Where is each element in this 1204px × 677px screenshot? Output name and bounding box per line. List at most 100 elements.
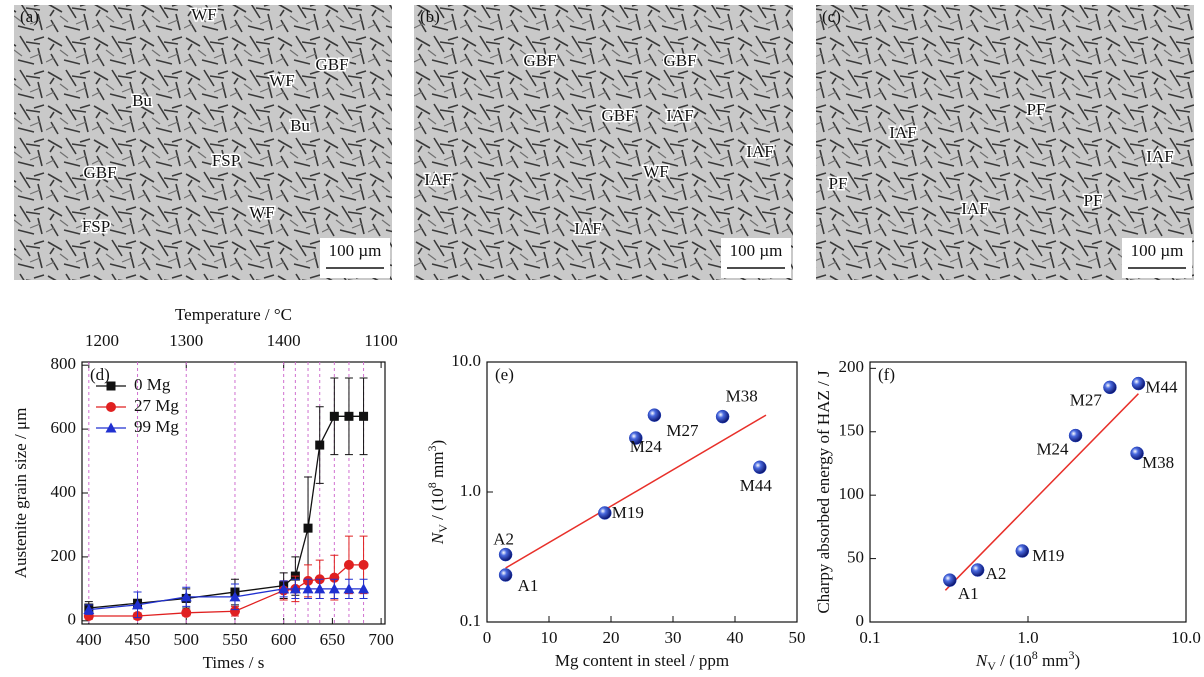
legend-label: 0 Mg xyxy=(134,375,171,394)
data-point xyxy=(629,431,643,445)
legend-marker xyxy=(105,422,117,433)
point-label: M19 xyxy=(1032,546,1064,565)
label-part: ) xyxy=(428,440,447,446)
micrograph xyxy=(14,5,392,280)
label-part: / (10 xyxy=(996,651,1032,670)
phase-label: IAF xyxy=(961,199,988,218)
plot-frame xyxy=(81,361,386,625)
point-label: A1 xyxy=(518,576,539,595)
data-point xyxy=(715,409,730,424)
phase-label: PF xyxy=(1084,191,1103,210)
data-point xyxy=(970,563,985,577)
y-tick-label: 600 xyxy=(51,418,77,437)
phase-label: GBF xyxy=(83,163,116,182)
point-label: M44 xyxy=(740,476,773,495)
x-tick-label: 1.0 xyxy=(1017,628,1038,647)
data-point xyxy=(598,506,612,520)
data-point xyxy=(753,460,767,475)
panel-label: (f) xyxy=(878,365,895,384)
point-label: M38 xyxy=(726,387,758,406)
scale-bar-box xyxy=(1122,238,1192,278)
y-tick-label: 0 xyxy=(856,611,865,630)
phase-label: WF xyxy=(643,162,669,181)
y-tick-label: 800 xyxy=(51,354,77,373)
data-point xyxy=(315,440,325,450)
point-label: M44 xyxy=(1145,377,1178,396)
plot-frame xyxy=(869,361,1187,623)
x-tick-label: 10 xyxy=(541,628,558,647)
x-tick-label: 30 xyxy=(665,628,682,647)
legend-label: 99 Mg xyxy=(134,417,179,436)
point-label: M38 xyxy=(1142,453,1174,472)
y-axis-title: NV / (108 mm3) xyxy=(425,440,450,545)
phase-label: WF xyxy=(191,5,217,24)
x-axis-title: Times / s xyxy=(203,653,265,672)
point-label: A1 xyxy=(958,584,979,603)
data-point xyxy=(647,408,662,422)
data-point xyxy=(289,583,301,594)
x-tick-label: 0.1 xyxy=(859,628,880,647)
y-tick-label: 50 xyxy=(847,547,864,566)
legend-marker xyxy=(106,381,116,391)
data-point xyxy=(278,583,290,594)
y-tick-label: 100 xyxy=(839,484,865,503)
y-tick-label: 400 xyxy=(51,482,77,501)
point-label: A2 xyxy=(986,564,1007,583)
phase-label: IAF xyxy=(666,106,693,125)
x-tick-label: 450 xyxy=(125,630,151,649)
x2-tick-label: 1400 xyxy=(267,331,301,350)
phase-label: FSP xyxy=(82,217,110,236)
point-label: M24 xyxy=(630,437,663,456)
x-tick-label: 40 xyxy=(727,628,744,647)
x-tick-label: 500 xyxy=(173,630,199,649)
data-point xyxy=(358,583,370,594)
micrograph xyxy=(816,5,1194,280)
x-tick-label: 20 xyxy=(603,628,620,647)
phase-label: IAF xyxy=(424,170,451,189)
label-part: mm xyxy=(1038,651,1069,670)
legend-marker xyxy=(106,402,116,412)
phase-label: GBF xyxy=(601,106,634,125)
point-label: M19 xyxy=(612,503,644,522)
legend-label: 27 Mg xyxy=(134,396,179,415)
y-tick-label: 10.0 xyxy=(451,351,481,370)
y-tick-label: 200 xyxy=(839,357,865,376)
phase-label: FSP xyxy=(212,151,240,170)
phase-label: IAF xyxy=(574,219,601,238)
phase-label: Bu xyxy=(290,116,310,135)
y-tick-label: 200 xyxy=(51,546,77,565)
x-axis-title: Mg content in steel / ppm xyxy=(555,651,729,670)
y-tick-label: 0.1 xyxy=(460,611,481,630)
data-point xyxy=(303,523,313,533)
scale-bar-label: 100 µm xyxy=(329,241,382,260)
data-point xyxy=(1068,428,1083,443)
x-tick-label: 10.0 xyxy=(1171,628,1201,647)
point-label: A2 xyxy=(493,529,514,548)
panel-label: (d) xyxy=(90,365,110,384)
data-point xyxy=(343,559,354,570)
point-label: M27 xyxy=(1070,390,1103,409)
fit-line xyxy=(944,393,1139,591)
x-axis-title: NV / (108 mm3) xyxy=(975,648,1080,673)
phase-label: GBF xyxy=(523,51,556,70)
micrograph xyxy=(414,5,793,280)
data-point xyxy=(329,572,340,583)
scale-bar-box xyxy=(320,238,390,278)
y-tick-label: 150 xyxy=(839,421,865,440)
panel-label: (c) xyxy=(822,7,841,26)
data-point xyxy=(1015,544,1030,558)
data-point xyxy=(1103,380,1117,395)
phase-label: WF xyxy=(249,203,275,222)
y-axis-title: Austenite grain size / μm xyxy=(11,408,30,579)
phase-label: IAF xyxy=(1146,147,1173,166)
x-tick-label: 50 xyxy=(789,628,806,647)
data-point xyxy=(302,583,314,594)
x-tick-label: 700 xyxy=(368,630,394,649)
label-part: V xyxy=(987,659,996,673)
label-part: ) xyxy=(1074,651,1080,670)
point-label: M24 xyxy=(1036,439,1069,458)
data-point xyxy=(943,573,957,587)
data-point xyxy=(1130,446,1144,461)
phase-label: WF xyxy=(269,71,295,90)
